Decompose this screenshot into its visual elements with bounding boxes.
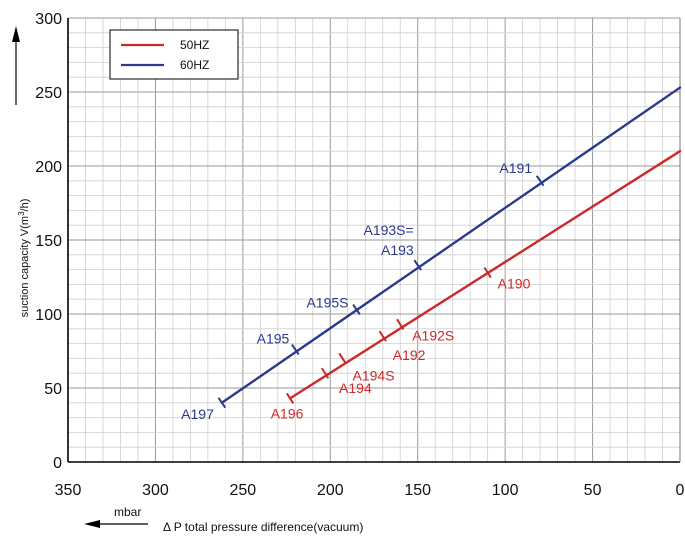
marker-tick-a194 xyxy=(320,367,330,379)
marker-tick-a190 xyxy=(483,266,492,279)
x-tick-label: 0 xyxy=(676,482,685,499)
marker-label-a195s: A195S xyxy=(306,295,348,311)
marker-label-a194s: A194S xyxy=(353,367,395,383)
marker-label-a191: A191 xyxy=(499,160,532,176)
y-tick-label: 100 xyxy=(35,307,62,324)
marker-label-line: A195 xyxy=(257,331,290,347)
legend-box xyxy=(109,29,239,80)
marker-label-line: A197 xyxy=(181,406,214,422)
y-axis-label: suction capacity V(m3/h) xyxy=(17,199,31,318)
marker-label-line: A193 xyxy=(381,242,414,258)
y-axis-label-main: suction capacity V(m xyxy=(19,216,31,317)
marker-label-a190: A190 xyxy=(498,276,531,292)
marker-tick-a196 xyxy=(286,392,295,404)
y-tick-label: 200 xyxy=(35,159,62,176)
marker-label-line: A194 xyxy=(339,380,372,396)
legend: 50HZ 60HZ xyxy=(109,29,239,80)
marker-label-line: A195S xyxy=(306,295,348,311)
marker-label-a193s-a193: A193S= A193 xyxy=(363,222,413,258)
x-axis-label: Δ P total pressure difference(vacuum) xyxy=(163,520,363,534)
marker-label-a194: A194 xyxy=(339,380,372,396)
legend-label-60hz: 60HZ xyxy=(180,58,209,72)
x-tick-label: 300 xyxy=(142,482,169,499)
x-tick-label: 150 xyxy=(404,482,431,499)
x-tick-label: 50 xyxy=(584,482,602,499)
marker-label-a196: A196 xyxy=(271,405,304,421)
marker-tick-a193s xyxy=(413,259,422,271)
y-axis-arrow xyxy=(12,26,20,105)
y-axis-label-sup: 3 xyxy=(17,211,26,216)
marker-label-line: A192S xyxy=(412,327,454,343)
marker-tick-a197 xyxy=(217,397,227,409)
series-line-50hz xyxy=(288,149,682,400)
marker-tick-a195 xyxy=(291,344,300,356)
x-tick-label: 200 xyxy=(317,482,344,499)
y-tick-label: 0 xyxy=(53,455,62,472)
grid xyxy=(67,17,681,463)
marker-tick-a192 xyxy=(378,330,387,342)
marker-label-line: A194S xyxy=(353,367,395,383)
x-axis-unit: mbar xyxy=(114,505,141,519)
marker-label-line: A190 xyxy=(498,276,531,292)
axes xyxy=(67,18,681,463)
marker-label-line: A191 xyxy=(499,160,532,176)
marker-label-line: A192 xyxy=(393,347,426,363)
legend-label-50hz: 50HZ xyxy=(180,38,209,52)
x-axis-arrow xyxy=(84,520,148,528)
marker-label-a197: A197 xyxy=(181,406,214,422)
marker-tick-a191 xyxy=(535,175,545,187)
marker-label-a192s: A192S xyxy=(412,327,454,343)
marker-label-line: A193S= xyxy=(363,222,413,238)
y-tick-label: 300 xyxy=(35,11,62,28)
marker-tick-a195s xyxy=(352,304,361,316)
y-tick-label: 50 xyxy=(44,381,62,398)
x-tick-label: 350 xyxy=(55,482,82,499)
marker-tick-a192s xyxy=(396,318,405,330)
marker-label-line: A196 xyxy=(271,405,304,421)
marker-label-a192: A192 xyxy=(393,347,426,363)
x-tick-label: 100 xyxy=(492,482,519,499)
marker-tick-a194s xyxy=(338,352,347,365)
series-line-60hz xyxy=(220,86,682,404)
y-tick-label: 250 xyxy=(35,85,62,102)
series xyxy=(220,86,682,404)
y-axis-label-end: /h) xyxy=(19,199,31,212)
marker-label-a195: A195 xyxy=(257,331,290,347)
y-tick-label: 150 xyxy=(35,233,62,250)
tick-labels: 0 50 100 150 200 250 300 350 300 250 200 150 100 50 0 xyxy=(35,11,684,499)
x-tick-label: 250 xyxy=(230,482,257,499)
